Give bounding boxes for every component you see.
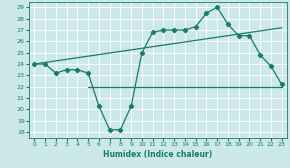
X-axis label: Humidex (Indice chaleur): Humidex (Indice chaleur) — [104, 150, 213, 159]
